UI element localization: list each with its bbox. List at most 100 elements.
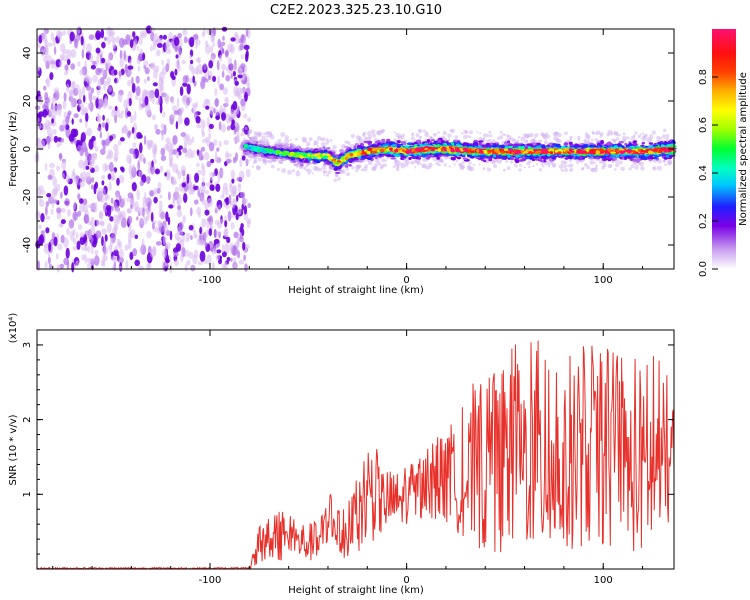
ridge-halo <box>355 140 358 142</box>
noise-blob <box>239 43 244 51</box>
noise-blob <box>196 238 202 246</box>
noise-blob <box>126 98 130 109</box>
noise-blob <box>78 96 82 108</box>
noise-blob <box>132 142 137 148</box>
ridge-halo <box>248 159 251 161</box>
noise-blob <box>192 34 199 40</box>
noise-blob <box>247 202 252 209</box>
noise-blob <box>186 97 191 106</box>
noise-blob <box>44 260 48 269</box>
noise-blob <box>49 162 55 168</box>
noise-blob <box>90 87 95 94</box>
noise-blob <box>216 249 222 254</box>
ridge-halo <box>483 136 486 140</box>
ridge-halo <box>482 167 486 171</box>
noise-blob <box>184 249 190 257</box>
noise-blob <box>181 182 187 188</box>
noise-blob <box>43 243 49 248</box>
ridge-halo <box>630 135 636 141</box>
noise-blob <box>222 87 228 95</box>
noise-blob <box>245 29 249 37</box>
noise-blob <box>208 123 214 130</box>
noise-blob <box>174 68 178 76</box>
noise-blob <box>77 210 82 217</box>
noise-blob <box>192 254 198 265</box>
noise-blob <box>115 205 120 213</box>
noise-blob <box>155 241 162 246</box>
noise-blob <box>218 121 222 131</box>
noise-blob <box>63 123 67 133</box>
noise-blob <box>150 212 154 222</box>
noise-blob <box>100 188 106 198</box>
noise-blob <box>164 93 170 102</box>
noise-blob <box>147 76 150 81</box>
noise-blob <box>196 162 200 167</box>
noise-blob <box>145 215 149 222</box>
ridge-halo <box>519 163 523 167</box>
noise-blob <box>162 234 167 246</box>
noise-blob <box>237 105 240 113</box>
noise-blob <box>91 249 94 255</box>
noise-blob <box>90 184 94 190</box>
noise-blob <box>58 31 64 37</box>
noise-blob <box>221 63 227 71</box>
noise-blob <box>103 84 106 91</box>
noise-blob <box>157 95 161 105</box>
noise-blob <box>98 220 101 226</box>
noise-blob <box>170 142 174 151</box>
noise-blob <box>197 63 203 75</box>
noise-blob <box>95 230 102 239</box>
noise-blob <box>128 98 132 107</box>
noise-blob <box>112 41 117 50</box>
noise-blob <box>118 113 124 119</box>
ridge-halo <box>518 135 521 139</box>
ridge-halo <box>488 130 492 134</box>
noise-blob <box>159 165 164 173</box>
noise-blob <box>108 161 114 172</box>
noise-blob <box>194 172 200 183</box>
noise-blob <box>125 259 129 270</box>
noise-blob <box>63 257 70 266</box>
noise-blob <box>183 140 188 148</box>
noise-blob <box>48 241 51 252</box>
noise-blob <box>195 115 201 124</box>
noise-blob <box>172 105 178 112</box>
noise-blob <box>92 60 97 65</box>
ridge-halo <box>615 137 620 141</box>
noise-blob <box>233 62 238 72</box>
noise-blob <box>236 194 239 202</box>
ridge-halo <box>442 130 448 136</box>
noise-blob <box>92 74 98 83</box>
noise-blob <box>129 148 135 155</box>
noise-blob <box>85 165 90 170</box>
noise-blob <box>225 197 230 206</box>
noise-blob <box>59 263 65 269</box>
ridge-halo <box>277 139 282 143</box>
ridge-cell <box>326 147 331 150</box>
ridge-halo <box>321 141 326 147</box>
noise-blob <box>196 123 202 129</box>
noise-blob <box>109 238 114 247</box>
noise-blob <box>114 105 118 112</box>
noise-blob <box>90 224 96 234</box>
noise-blob <box>101 122 106 128</box>
noise-blob <box>106 208 112 217</box>
ridge-halo <box>506 134 509 138</box>
ridge-halo <box>329 139 333 142</box>
noise-blob <box>180 165 186 176</box>
noise-blob <box>71 118 74 125</box>
noise-blob <box>176 209 183 218</box>
ridge-halo <box>656 165 662 171</box>
noise-blob <box>75 232 79 239</box>
ridge-cell <box>390 157 397 160</box>
noise-blob <box>43 101 49 110</box>
noise-blob <box>105 122 109 132</box>
ridge-halo <box>256 165 261 170</box>
noise-blob <box>106 63 111 70</box>
noise-blob <box>70 81 75 89</box>
noise-blob <box>240 87 247 95</box>
ridge-halo <box>277 168 280 171</box>
noise-blob <box>117 140 122 146</box>
noise-blob <box>143 90 149 96</box>
ridge-halo <box>302 137 308 143</box>
